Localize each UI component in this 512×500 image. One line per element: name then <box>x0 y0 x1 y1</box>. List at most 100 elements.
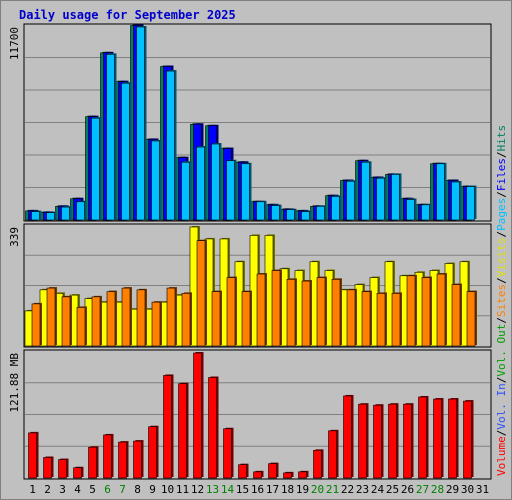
hits-panel: 11700 <box>8 23 492 222</box>
bar-sites-day-25 <box>391 293 401 347</box>
bar-volume-day-17 <box>268 463 277 479</box>
day-label-11: 11 <box>176 483 189 496</box>
legend-item-4: Vol. Out <box>495 324 508 377</box>
day-label-25: 25 <box>386 483 399 496</box>
bar-volume-day-8 <box>133 440 142 479</box>
legend-item-14: Hits <box>495 125 508 152</box>
bar-volume-day-5 <box>88 446 97 479</box>
bar-sites-day-19 <box>301 280 311 347</box>
day-label-6: 6 <box>104 483 111 496</box>
day-label-19: 19 <box>296 483 309 496</box>
bar-volume-day-16 <box>253 471 262 479</box>
visits-panel: 339 <box>8 223 492 348</box>
day-label-1: 1 <box>29 483 36 496</box>
bar-pages-day-7 <box>121 82 130 221</box>
volume-panel: 121.88 MB <box>8 349 492 480</box>
bar-pages-day-30 <box>466 186 475 221</box>
bar-volume-day-1 <box>28 432 37 479</box>
bar-pages-day-16 <box>256 201 265 221</box>
bar-volume-day-6 <box>103 434 112 479</box>
bar-pages-day-29 <box>451 181 460 221</box>
bar-volume-day-7 <box>118 441 127 479</box>
bar-volume-day-11 <box>178 383 187 479</box>
bar-sites-day-29 <box>451 284 461 347</box>
bar-volume-day-27 <box>418 396 427 479</box>
chart-title: Daily usage for September 2025 <box>19 8 236 22</box>
day-label-18: 18 <box>281 483 294 496</box>
day-label-31: 31 <box>476 483 489 496</box>
visits-panel-border <box>23 223 492 348</box>
hits-panel-max-label: 11700 <box>8 27 21 60</box>
day-label-27: 27 <box>416 483 429 496</box>
day-label-14: 14 <box>221 483 235 496</box>
legend-item-7: / <box>495 277 508 284</box>
day-label-20: 20 <box>311 483 324 496</box>
bar-sites-day-27 <box>421 277 431 347</box>
bar-sites-day-22 <box>346 289 356 347</box>
bar-volume-day-10 <box>163 375 172 479</box>
bar-sites-day-20 <box>316 277 326 347</box>
bar-volume-day-12 <box>193 352 202 479</box>
bar-pages-day-28 <box>436 163 445 221</box>
bar-sites-day-1 <box>31 303 41 347</box>
legend-item-1: / <box>495 430 508 437</box>
day-label-8: 8 <box>134 483 141 496</box>
bar-volume-day-23 <box>358 403 367 479</box>
day-label-9: 9 <box>149 483 156 496</box>
bar-pages-day-9 <box>151 140 160 221</box>
bar-pages-day-14 <box>226 160 235 221</box>
bar-sites-day-24 <box>376 293 386 347</box>
legend-item-11: / <box>495 191 508 198</box>
bar-sites-day-18 <box>286 279 296 347</box>
bar-pages-day-20 <box>316 206 325 221</box>
bar-pages-day-2 <box>46 212 55 221</box>
bar-volume-day-25 <box>388 403 397 479</box>
series-pages <box>31 26 477 221</box>
bar-volume-day-15 <box>238 464 247 479</box>
volume-panel-max-label: 121.88 MB <box>8 353 21 413</box>
bar-pages-day-5 <box>91 117 100 221</box>
bar-volume-day-19 <box>298 471 307 479</box>
bar-pages-day-25 <box>391 174 400 221</box>
day-label-28: 28 <box>431 483 444 496</box>
legend-item-10: Pages <box>495 198 508 231</box>
legend-item-0: Volume <box>495 436 508 476</box>
bar-volume-day-24 <box>373 404 382 479</box>
bar-pages-day-19 <box>301 211 310 221</box>
bar-sites-day-30 <box>466 291 476 347</box>
bar-sites-day-10 <box>166 287 176 347</box>
bar-sites-day-3 <box>61 296 71 347</box>
bar-sites-day-4 <box>76 307 86 347</box>
day-label-26: 26 <box>401 483 414 496</box>
legend-item-12: Files <box>495 158 508 191</box>
day-label-12: 12 <box>191 483 204 496</box>
bar-sites-day-26 <box>406 275 416 347</box>
day-label-4: 4 <box>74 483 81 496</box>
day-label-17: 17 <box>266 483 279 496</box>
bar-sites-day-14 <box>226 277 236 347</box>
bar-pages-day-1 <box>31 211 40 221</box>
legend-item-3: / <box>495 377 508 384</box>
bar-pages-day-22 <box>346 180 355 221</box>
day-label-21: 21 <box>326 483 339 496</box>
bar-volume-day-29 <box>448 398 457 479</box>
bar-sites-day-15 <box>241 291 251 347</box>
bar-pages-day-13 <box>211 143 220 221</box>
bar-sites-day-5 <box>91 296 101 347</box>
bar-sites-day-11 <box>181 293 191 347</box>
visits-panel-max-label: 339 <box>8 227 21 247</box>
bar-pages-day-3 <box>61 206 70 221</box>
bar-pages-day-4 <box>76 201 85 221</box>
bar-pages-day-10 <box>166 70 175 221</box>
bar-volume-day-14 <box>223 428 232 479</box>
day-label-15: 15 <box>236 483 249 496</box>
bar-volume-day-21 <box>328 430 337 479</box>
series-visits <box>24 226 470 347</box>
bar-sites-day-28 <box>436 273 446 347</box>
bar-sites-day-7 <box>121 287 131 347</box>
bar-sites-day-6 <box>106 291 116 347</box>
bar-volume-day-26 <box>403 403 412 479</box>
legend-text: Volume/Vol. In/Vol. Out/Sites/Visits/Pag… <box>495 125 508 476</box>
bar-volume-day-13 <box>208 377 217 479</box>
